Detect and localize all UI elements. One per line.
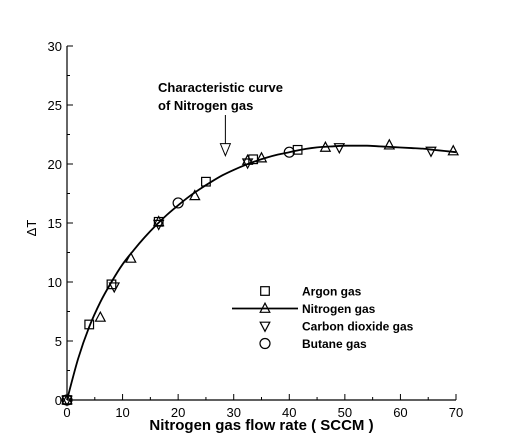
x-tick-label: 50 [338,405,352,420]
data-points-layer [61,138,460,407]
annotation-arrow-head [219,143,232,157]
y-tick-label: 25 [48,98,62,113]
nitrogen-gas-point [189,189,201,201]
axes: 0 10 20 30 40 50 60 70 0 5 10 15 20 25 30 [48,39,464,420]
annotation-text: Characteristic curve [158,80,283,95]
legend-marker-butane-gas [259,337,271,350]
nitrogen-fit-curve [66,144,457,401]
legend-label-nitrogen-gas: Nitrogen gas [302,302,376,316]
y-axis-label: ΔT [24,220,39,237]
butane-gas-point [283,146,295,158]
legend-label-argon-gas: Argon gas [302,285,362,299]
y-tick-label: 0 [55,393,62,408]
legend: Argon gas Nitrogen gas Carbon dioxide gas B… [232,285,414,351]
carbon-dioxide-gas-point [61,395,73,407]
x-tick-label: 60 [393,405,407,420]
butane-gas-point [172,197,184,209]
nitrogen-gas-point [319,140,332,152]
y-tick-label: 5 [55,334,62,349]
carbon-dioxide-gas-point [108,282,121,294]
x-tick-label: 30 [226,405,240,420]
fit-curve-layer [66,144,457,401]
x-tick-label: 40 [282,405,296,420]
argon-gas-point [84,319,95,330]
argon-gas-point [106,279,117,290]
y-tick-label: 30 [48,39,62,54]
nitrogen-gas-point [152,215,165,227]
x-axis-label: Nitrogen gas flow rate ( SCCM ) [149,417,373,434]
y-tick-label: 10 [48,275,62,290]
nitrogen-gas-point [125,251,137,263]
butane-gas-point [61,394,73,406]
nitrogen-gas-point [94,310,107,322]
y-tick-label: 15 [48,216,62,231]
legend-marker-nitrogen-gas [259,301,271,313]
legend-marker-argon-gas [260,286,270,296]
annotation: Characteristic curve of Nitrogen gas [158,80,283,157]
y-tick-label: 20 [48,157,62,172]
x-tick-label: 70 [449,405,463,420]
annotation-text: of Nitrogen gas [158,98,253,113]
nitrogen-gas-point [241,153,254,165]
legend-label-butane-gas: Butane gas [302,337,367,351]
carbon-dioxide-gas-point [241,158,254,170]
carbon-dioxide-gas-point [333,143,346,155]
nitrogen-gas-point [255,151,268,163]
carbon-dioxide-gas-point [425,146,437,158]
argon-gas-point [201,176,211,187]
nitrogen-gas-point [447,144,460,156]
nitrogen-gas-point [61,393,73,405]
carbon-dioxide-gas-point [152,219,165,231]
nitrogen-gas-point [383,138,396,150]
x-tick-label: 20 [171,405,185,420]
x-tick-label: 10 [115,405,129,420]
legend-label-carbon-dioxide-gas: Carbon dioxide gas [302,320,414,334]
legend-marker-carbon-dioxide-gas [259,321,271,333]
x-tick-label: 0 [63,405,70,420]
